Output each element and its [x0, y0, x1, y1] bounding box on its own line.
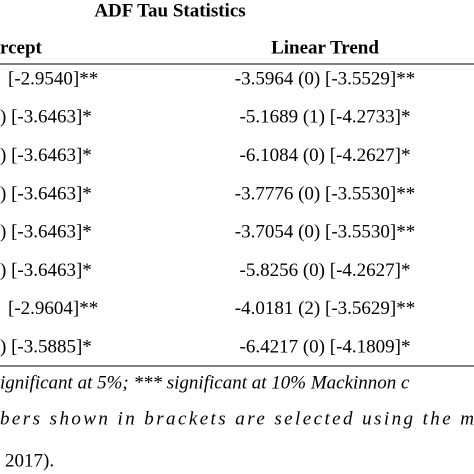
cell: -5.8256 (0) [-4.2627]*: [240, 260, 411, 281]
column-header: Linear Trend: [271, 37, 379, 58]
cell: [-2.9604]**: [8, 298, 98, 319]
table-body: [-2.9540]** -3.5964 (0) [-3.5529]** ) [-3.…: [0, 68, 415, 357]
cell: ) [-3.6463]*: [0, 183, 92, 204]
cell: -6.1084 (0) [-4.2627]*: [240, 145, 411, 166]
column-header: rcept: [0, 37, 43, 58]
cell: ) [-3.6463]*: [0, 222, 92, 243]
footnote: bers shown in brackets are selected usin…: [0, 408, 474, 429]
cell: -3.7054 (0) [-3.5530]**: [235, 222, 415, 243]
footnote: ignificant at 5%; *** significant at 10%…: [0, 372, 410, 393]
cell: -4.0181 (2) [-3.5629]**: [235, 298, 415, 319]
cell: ) [-3.6463]*: [0, 145, 92, 166]
cell: -3.5964 (0) [-3.5529]**: [235, 68, 415, 89]
footnote: 2017).: [5, 450, 54, 471]
cell: -5.1689 (1) [-4.2733]*: [240, 107, 411, 128]
cell: -3.7776 (0) [-3.5530]**: [235, 183, 415, 204]
table-title: ADF Tau Statistics: [94, 0, 245, 21]
cell: ) [-3.6463]*: [0, 260, 92, 281]
cell: [-2.9540]**: [8, 68, 98, 89]
cell: -6.4217 (0) [-4.1809]*: [240, 336, 411, 357]
cell: ) [-3.5885]*: [0, 336, 92, 357]
cell: ) [-3.6463]*: [0, 107, 92, 128]
